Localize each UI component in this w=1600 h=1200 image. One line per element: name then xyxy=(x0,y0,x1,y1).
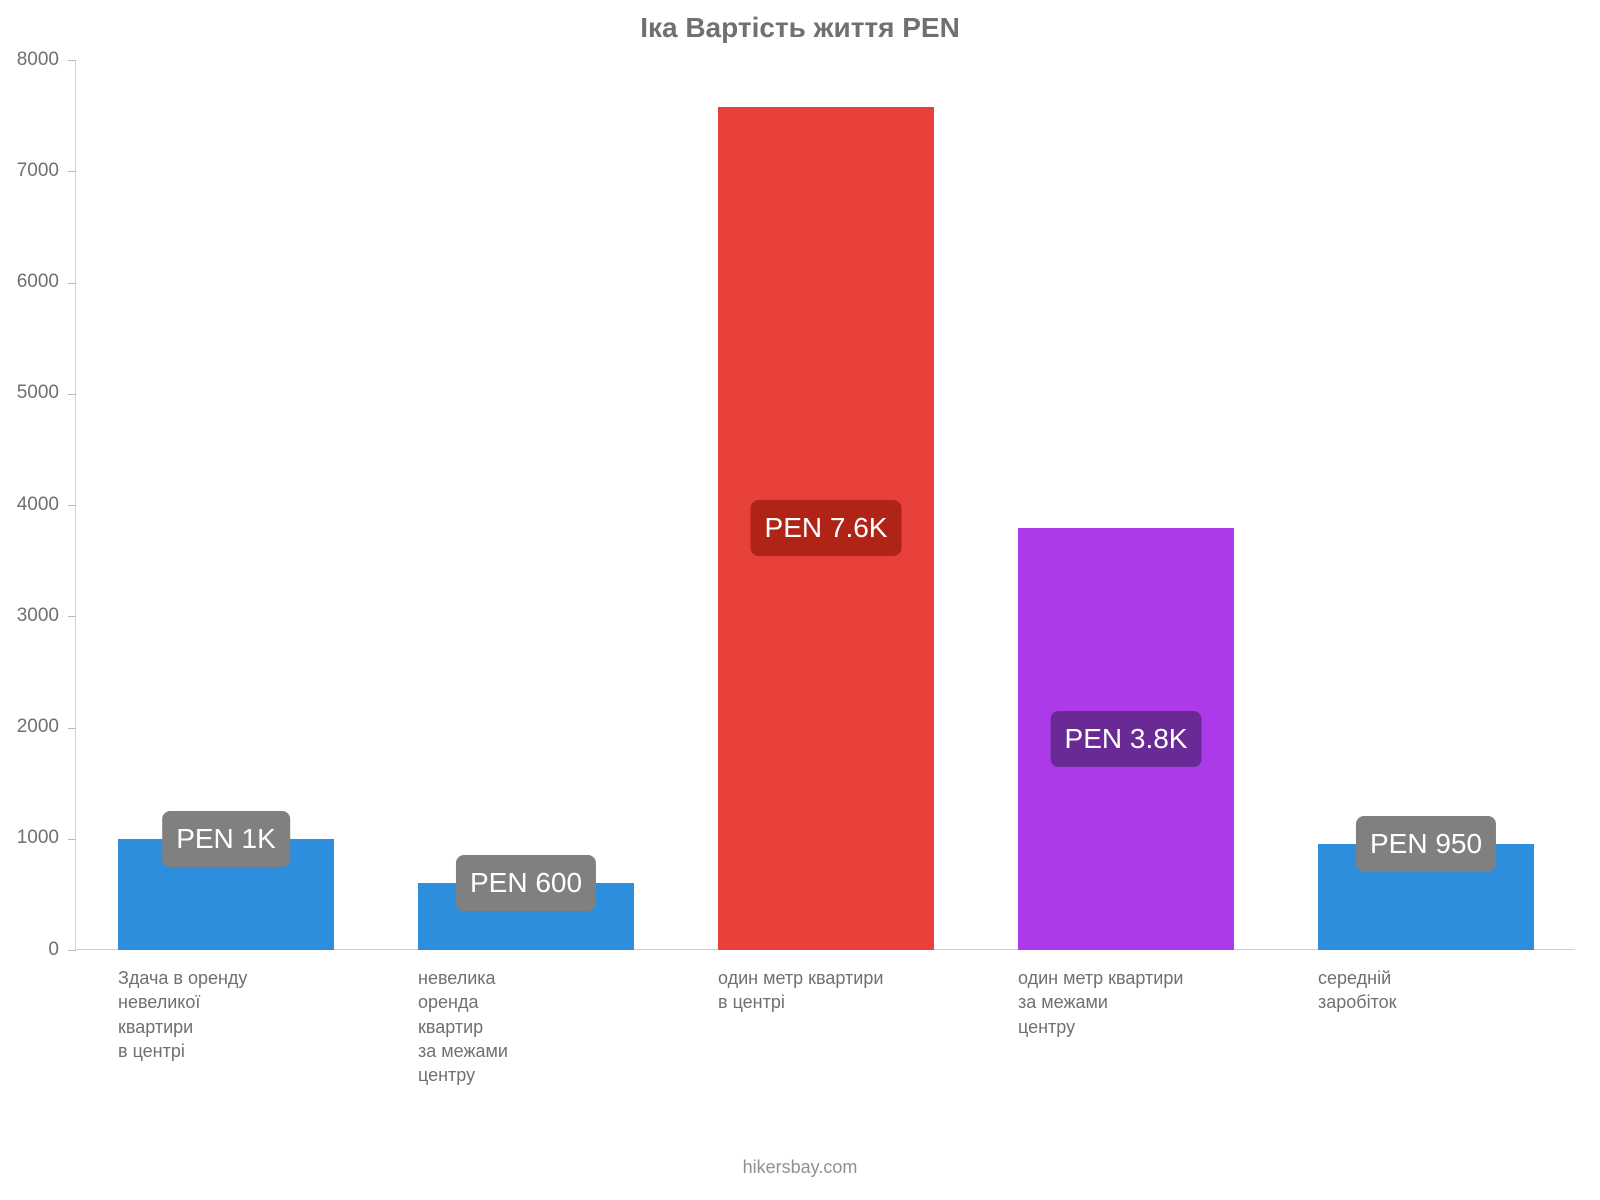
x-axis-label: Здача в оренду невеликої квартири в цент… xyxy=(118,966,334,1063)
y-tick-label: 8000 xyxy=(0,49,59,71)
x-axis-label: один метр квартири за межами центру xyxy=(1018,966,1234,1039)
y-tick xyxy=(68,60,76,61)
y-tick xyxy=(68,616,76,617)
x-axis-label: невелика оренда квартир за межами центру xyxy=(418,966,634,1087)
y-tick-label: 7000 xyxy=(0,160,59,182)
y-tick xyxy=(68,394,76,395)
y-tick-label: 3000 xyxy=(0,605,59,627)
x-axis-label: середній заробіток xyxy=(1318,966,1534,1015)
y-tick-label: 2000 xyxy=(0,716,59,738)
value-badge: PEN 1K xyxy=(162,811,290,867)
y-tick xyxy=(68,283,76,284)
chart-title: Іка Вартість життя PEN xyxy=(0,12,1600,44)
chart-container: Іка Вартість життя PEN 01000200030004000… xyxy=(0,0,1600,1200)
y-tick-label: 6000 xyxy=(0,271,59,293)
y-tick-label: 0 xyxy=(0,939,59,961)
y-tick xyxy=(68,839,76,840)
value-badge: PEN 600 xyxy=(456,855,596,911)
value-badge: PEN 3.8K xyxy=(1051,711,1202,767)
y-tick xyxy=(68,171,76,172)
y-tick-label: 4000 xyxy=(0,494,59,516)
y-tick xyxy=(68,728,76,729)
value-badge: PEN 950 xyxy=(1356,816,1496,872)
value-badge: PEN 7.6K xyxy=(751,500,902,556)
x-axis-label: один метр квартири в центрі xyxy=(718,966,934,1015)
chart-footer: hikersbay.com xyxy=(0,1157,1600,1178)
y-tick xyxy=(68,950,76,951)
y-tick-label: 5000 xyxy=(0,382,59,404)
y-tick-label: 1000 xyxy=(0,827,59,849)
plot-area: 010002000300040005000600070008000PEN 1KЗ… xyxy=(75,60,1575,950)
y-tick xyxy=(68,505,76,506)
